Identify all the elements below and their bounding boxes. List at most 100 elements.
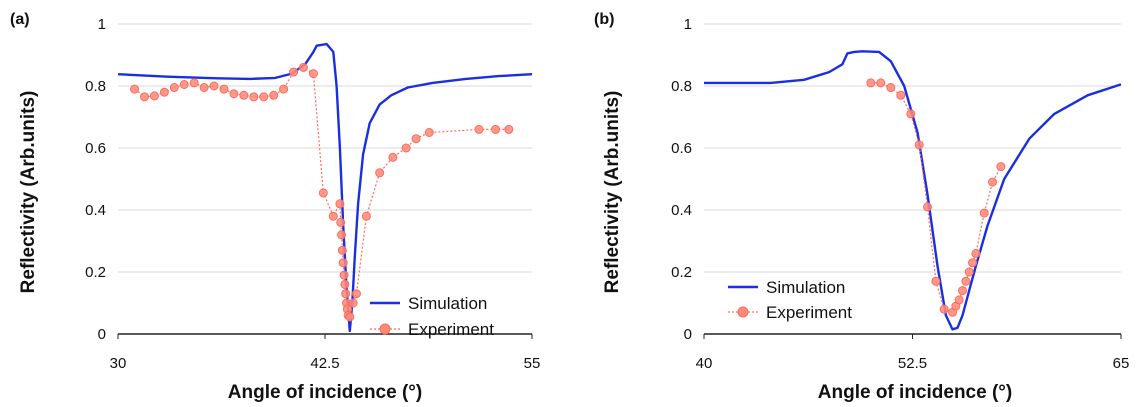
experiment-point [348,298,358,308]
experiment-point [338,258,348,268]
experiment-point [401,143,411,153]
experiment-point [337,230,347,240]
panel-label-b: (b) [594,11,614,28]
panel-b-x-ticks: 40 52.5 65 [696,334,1130,372]
experiment-point [968,258,978,268]
legend-experiment-label: Experiment [408,320,494,339]
y-tick-label: 0.4 [671,202,692,219]
experiment-point [504,124,514,134]
experiment-point [424,128,434,137]
panel-a-x-ticks: 30 42.5 55 [110,334,541,372]
experiment-point [914,140,924,150]
x-tick-label: 30 [110,355,127,372]
experiment-point [979,208,989,218]
panel-a-simulation-series [117,42,533,333]
experiment-point [988,177,998,187]
x-tick-label: 55 [524,355,541,372]
y-tick-label: 0 [684,326,692,343]
experiment-point [388,152,398,162]
panel-a-grid [118,23,532,335]
panel-b-y-ticks: 0 0.2 0.4 0.6 0.8 1 [671,16,692,343]
y-tick-label: 0.4 [85,202,106,219]
y-tick-label: 0.6 [85,140,106,157]
experiment-point [335,199,345,209]
experiment-point [345,312,355,322]
panel-a-y-ticks: 0 0.2 0.4 0.6 0.8 1 [85,16,106,343]
x-tick-label: 40 [696,355,713,372]
experiment-point [351,289,361,299]
experiment-point [886,83,896,93]
panel-label-a: (a) [10,11,30,28]
y-tick-label: 0.8 [85,78,106,95]
panel-b-simulation-series [704,50,1122,331]
experiment-point [298,62,308,72]
legend-simulation-label: Simulation [408,294,487,313]
experiment-point [249,92,259,102]
experiment-point [169,83,179,93]
panel-b-grid [704,23,1121,335]
experiment-point [958,286,968,296]
panel-b: (b) 0 0.2 0.4 0.6 0.8 1 40 52.5 65 Reflectivity… [594,11,1129,403]
panel-b-legend: Simulation Experiment [728,278,852,322]
legend-experiment-marker [737,306,749,318]
experiment-point [340,279,350,289]
experiment-point [269,90,279,100]
panel-a-experiment-series [130,62,514,322]
experiment-point [179,79,189,89]
panel-b-x-axis-label: Angle of incidence (°) [818,382,1012,403]
experiment-point [219,84,229,94]
experiment-point [139,92,149,102]
experiment-point [289,67,299,77]
panel-b-experiment-series [866,78,1006,317]
experiment-point [318,188,328,198]
legend-simulation-label: Simulation [766,278,845,297]
experiment-point [149,91,159,101]
legend-experiment-marker [379,323,391,335]
experiment-point [339,270,349,280]
x-tick-label: 52.5 [898,355,927,372]
experiment-point [199,83,209,93]
experiment-point [336,217,346,227]
y-tick-label: 0.8 [671,78,692,95]
experiment-point [341,289,351,299]
experiment-point [209,81,219,91]
y-tick-label: 0.2 [85,264,106,281]
experiment-point [939,304,949,314]
experiment-point [189,78,199,88]
experiment-point [896,90,906,100]
experiment-point [876,78,886,88]
experiment-point [961,276,971,286]
experiment-point [229,89,239,99]
experiment-point [923,202,933,212]
experiment-point [130,84,140,94]
legend-experiment-label: Experiment [766,303,852,322]
experiment-point [259,92,269,102]
panel-a-y-axis-label: Reflectivity (Arb.units) [18,91,39,294]
experiment-point [328,211,338,221]
y-tick-label: 0.2 [671,264,692,281]
x-tick-label: 65 [1113,355,1130,372]
experiment-point [361,211,371,221]
experiment-point [308,69,318,79]
y-tick-label: 1 [98,16,106,33]
simulation-line [117,42,533,333]
experiment-point [866,78,876,88]
experiment-point [375,168,385,178]
y-tick-label: 1 [684,16,692,33]
y-tick-label: 0 [98,326,106,343]
simulation-line [704,50,1122,331]
experiment-point [474,124,484,134]
x-tick-label: 42.5 [310,355,339,372]
panel-a: (a) 0 0.2 0.4 0.6 0.8 1 30 42.5 55 Reflectivity… [10,11,540,403]
experiment-point [971,248,981,258]
experiment-point [279,84,289,94]
experiment-point [931,276,941,286]
experiment-point [491,124,501,134]
experiment-point [954,295,964,305]
y-tick-label: 0.6 [671,140,692,157]
experiment-point [337,245,347,255]
experiment-point [906,109,916,119]
panel-a-legend: Simulation Experiment [370,294,494,339]
experiment-point [159,87,169,97]
